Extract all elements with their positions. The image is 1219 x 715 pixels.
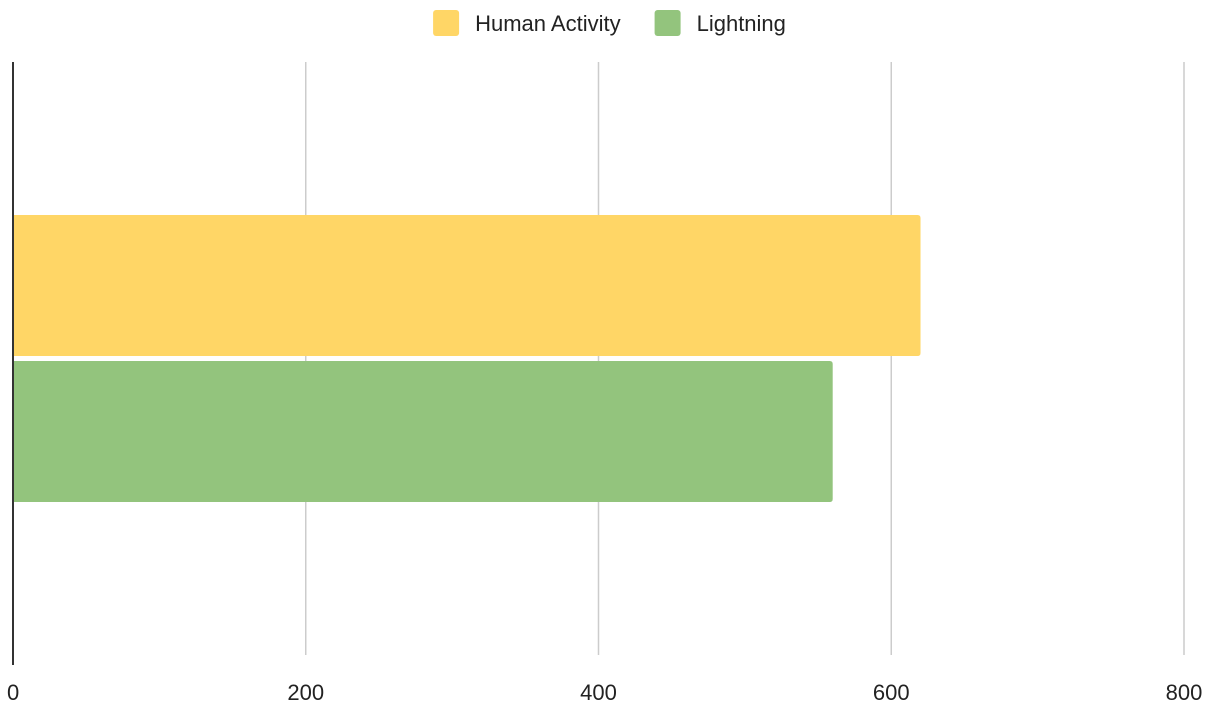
x-tick-label-600: 600 (873, 680, 910, 705)
legend: Human Activity Lightning (433, 10, 786, 36)
gridlines (305, 62, 1185, 655)
legend-swatch-human-activity (433, 10, 460, 36)
x-tick-label-0: 0 (7, 680, 19, 705)
legend-label-human-activity: Human Activity (475, 11, 621, 36)
legend-label-lightning: Lightning (697, 11, 786, 36)
bar-human-activity (13, 215, 921, 356)
legend-swatch-lightning (654, 10, 681, 36)
bar-lightning (13, 361, 833, 502)
bars (13, 215, 921, 502)
x-tick-label-400: 400 (580, 680, 617, 705)
x-tick-label-800: 800 (1166, 680, 1203, 705)
x-tick-labels: 0 200 400 600 800 (7, 680, 1202, 705)
x-tick-label-200: 200 (287, 680, 324, 705)
